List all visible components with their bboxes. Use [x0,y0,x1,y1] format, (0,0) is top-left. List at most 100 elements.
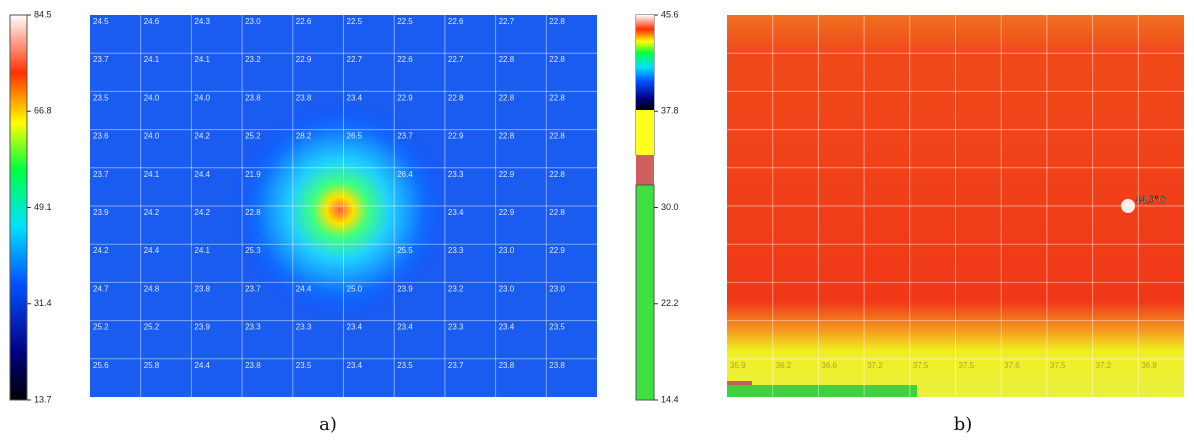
scale-label: 31.4 [34,298,52,308]
cell-value: 23.3 [448,246,464,255]
cell-value: 28.2 [296,132,312,141]
cell-value: 22.8 [549,17,565,26]
cell-value: 26.5 [347,132,363,141]
color-scale-yellow [636,110,654,155]
cell-value: 24.1 [144,170,160,179]
cell-value: 36.6 [821,361,837,370]
cell-value: 37.6 [1004,361,1020,370]
cell-value: 23.9 [93,208,109,217]
cell-value: 22.8 [245,208,261,217]
cell-value: 24.7 [93,284,109,293]
cell-value: 23.8 [245,361,261,370]
cell-value: 24.3 [194,17,210,26]
cell-value: 22.8 [448,93,464,102]
scale-label: 22.2 [661,298,679,308]
cell-value: 26.4 [397,170,413,179]
cell-value: 25.2 [245,132,261,141]
cell-value: 22.6 [296,17,312,26]
cell-value: 23.5 [93,93,109,102]
scale-label: 13.7 [34,394,52,404]
cell-value: 36.8 [1141,361,1157,370]
cell-value: 23.9 [397,284,413,293]
cell-value: 25.8 [144,361,160,370]
scale-label: 84.5 [34,9,52,19]
cell-value: 23.8 [194,284,210,293]
cell-value: 24.4 [144,246,160,255]
cell-value: 24.0 [144,93,160,102]
scale-label: 30.0 [661,202,679,212]
cell-value: 24.8 [144,284,160,293]
panel-a: 24.5 24.6 24.3 23.0 22.6 22.5 22.5 22.6 22.7 22.8… [9,14,597,435]
cell-value: 22.8 [549,132,565,141]
cell-value: 25.2 [93,323,109,332]
caption: a) [319,414,337,435]
cell-value: 23.8 [499,361,515,370]
scale-label: 45.6 [661,9,679,19]
cell-value: 23.9 [194,323,210,332]
cell-value: 37.5 [959,361,975,370]
color-scale [9,14,28,401]
cell-value: 23.8 [296,93,312,102]
cell-value: 22.5 [347,17,363,26]
cell-value: 24.4 [194,170,210,179]
cell-value: 24.2 [93,246,109,255]
color-scale-band [636,155,654,185]
cell-value: 24.1 [144,55,160,64]
cell-value: 23.8 [549,361,565,370]
cell-value: 23.0 [549,284,565,293]
cell-value: 22.7 [499,17,515,26]
cell-value: 23.4 [397,323,413,332]
scale-label: 66.8 [34,106,52,116]
cell-value: 37.2 [867,361,883,370]
cell-value: 23.8 [245,93,261,102]
cell-value: 22.8 [549,208,565,217]
cell-value: 36.2 [776,361,792,370]
cell-value: 23.2 [245,55,261,64]
cell-value: 23.3 [448,170,464,179]
cell-value: 22.8 [549,55,565,64]
cell-value: 22.8 [549,170,565,179]
cell-value: 22.9 [499,208,515,217]
cell-value: 37.5 [913,361,929,370]
hotspot-label: 44.9°C [1135,195,1166,206]
cell-value: 22.9 [448,132,464,141]
cell-value: 24.0 [194,93,210,102]
cell-value: 22.8 [499,132,515,141]
cell-value: 22.9 [397,93,413,102]
cell-value: 23.3 [296,323,312,332]
cell-value: 23.2 [448,284,464,293]
cell-value: 22.8 [499,55,515,64]
cell-value: 25.2 [144,323,160,332]
cell-value: 23.6 [93,132,109,141]
cell-value: 23.0 [499,246,515,255]
cell-value: 37.2 [1096,361,1112,370]
cell-value: 24.1 [194,55,210,64]
cell-value: 23.3 [448,323,464,332]
cell-value: 24.2 [144,208,160,217]
cell-value: 23.7 [397,132,413,141]
cell-value: 23.7 [93,170,109,179]
cell-value: 22.8 [499,93,515,102]
cell-value: 24.2 [194,208,210,217]
cell-value: 25.0 [347,284,363,293]
strip [727,385,917,397]
cell-value: 23.7 [245,284,261,293]
cell-value: 22.8 [549,93,565,102]
cell-value: 23.5 [397,361,413,370]
panel-b: 44.9°C 35.9 36.2 36.6 37.2 37.5 37.5 37.6 37.5 3… [635,14,1184,435]
caption: b) [954,414,973,435]
cell-value: 25.3 [245,246,261,255]
cell-value: 23.4 [347,93,363,102]
cell-value: 23.0 [245,17,261,26]
cell-value: 23.7 [448,361,464,370]
cell-value: 24.2 [194,132,210,141]
cell-value: 22.9 [296,55,312,64]
cell-value: 25.6 [93,361,109,370]
cell-value: 23.4 [499,323,515,332]
cell-value: 24.5 [93,17,109,26]
cell-value: 22.6 [448,17,464,26]
color-scale-top [636,15,654,110]
scale-label: 14.4 [661,394,679,404]
cell-value: 24.4 [296,284,312,293]
